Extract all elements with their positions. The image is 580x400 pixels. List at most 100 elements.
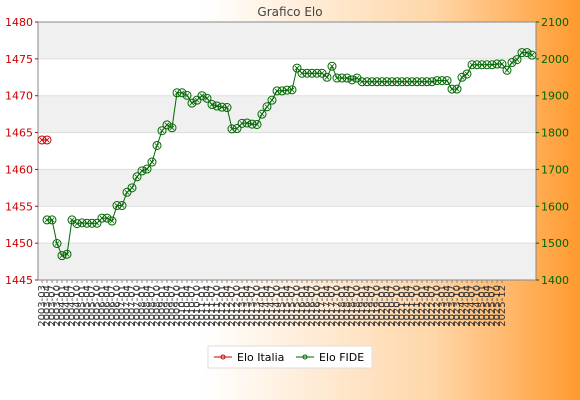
data-point-elo-fide bbox=[117, 201, 127, 211]
x-tick-label: 2013-07 bbox=[247, 285, 258, 327]
y-right-tick-label: 1900 bbox=[541, 90, 569, 103]
data-point-elo-fide bbox=[282, 85, 292, 95]
x-tick-label: 2006-10 bbox=[112, 285, 123, 327]
x-tick-label: 2004-10 bbox=[72, 285, 83, 327]
y-left-tick-label: 1480 bbox=[5, 16, 33, 29]
data-point-elo-fide bbox=[87, 218, 97, 228]
x-tick-label: 2007-01 bbox=[117, 285, 128, 327]
data-point-elo-fide bbox=[392, 77, 402, 87]
data-point-elo-fide bbox=[407, 77, 417, 87]
x-tick-label: 2017-04 bbox=[322, 285, 333, 327]
data-point-elo-fide bbox=[447, 84, 457, 94]
data-point-elo-fide bbox=[52, 239, 62, 249]
x-tick-label: 2018-04 bbox=[342, 285, 353, 327]
x-tick-label: 2025-01 bbox=[477, 285, 488, 327]
data-point-elo-fide bbox=[292, 63, 302, 73]
x-tick-label: 2022-01 bbox=[417, 285, 428, 327]
data-point-elo-fide bbox=[157, 126, 167, 136]
x-tick-label: 2018-10 bbox=[352, 285, 363, 327]
data-point-elo-fide bbox=[332, 73, 342, 83]
legend: Elo Italia Elo FIDE bbox=[207, 345, 373, 369]
data-point-elo-fide bbox=[307, 68, 317, 78]
data-point-elo-fide bbox=[522, 48, 532, 58]
x-tick-label: 2007-04 bbox=[122, 285, 133, 327]
x-tick-label: 2008-04 bbox=[142, 285, 153, 327]
x-tick-label: 2006-01 bbox=[97, 285, 108, 327]
y-right-tick-label: 1400 bbox=[541, 274, 569, 287]
data-point-elo-fide bbox=[477, 60, 487, 70]
data-point-elo-fide bbox=[457, 72, 467, 82]
y-right-tick-label: 1500 bbox=[541, 237, 569, 250]
x-tick-label: 2020-07 bbox=[387, 285, 398, 327]
plot-area bbox=[38, 22, 536, 280]
x-tick-label: 2006-04 bbox=[102, 285, 113, 327]
x-tick-label: 2022-04 bbox=[422, 285, 433, 327]
data-point-mark-elo-fide bbox=[204, 96, 210, 101]
x-tick-label: 2013-04 bbox=[242, 285, 253, 327]
data-point-elo-fide bbox=[337, 73, 347, 83]
legend-marker-elo-italia bbox=[220, 354, 226, 360]
legend-marker-elo-fide bbox=[302, 354, 308, 360]
x-tick-label: 2022-07 bbox=[427, 285, 438, 327]
data-point-elo-fide bbox=[517, 48, 527, 58]
x-tick-label: 2011-07 bbox=[207, 285, 218, 327]
data-point-elo-fide bbox=[217, 102, 227, 112]
data-point-elo-fide bbox=[362, 77, 372, 87]
data-point-mark-elo-fide bbox=[94, 220, 100, 226]
x-tick-label: 2021-07 bbox=[407, 285, 418, 327]
x-tick-label: 2018-01 bbox=[337, 285, 348, 327]
data-point-elo-fide bbox=[417, 77, 427, 87]
x-tick-label: 2024-10 bbox=[472, 285, 483, 327]
y-right-tick-label: 1700 bbox=[541, 163, 569, 176]
x-tick-label: 2022-10 bbox=[432, 285, 443, 327]
x-tick-label: 2023-04 bbox=[442, 285, 453, 327]
data-point-elo-fide bbox=[62, 249, 72, 259]
x-tick-label: 2020-10 bbox=[392, 285, 403, 327]
data-point-elo-fide bbox=[342, 73, 352, 83]
x-tick-label: 2013-10 bbox=[252, 285, 263, 327]
x-tick-label: 2011-10 bbox=[212, 285, 223, 327]
y-left-tick-label: 1460 bbox=[5, 163, 33, 176]
data-point-elo-fide bbox=[502, 65, 512, 75]
x-tick-label: 2014-01 bbox=[257, 285, 268, 327]
data-point-mark-elo-fide bbox=[54, 241, 60, 246]
x-tick-label: 2017-07 bbox=[327, 285, 338, 327]
data-point-elo-fide bbox=[82, 218, 92, 228]
data-point-elo-fide bbox=[302, 68, 312, 78]
data-point-elo-italia bbox=[37, 135, 47, 145]
data-point-mark-elo-fide bbox=[259, 111, 265, 117]
x-tick-label: 2006-07 bbox=[107, 285, 118, 327]
x-tick-label: 2014-10 bbox=[272, 285, 283, 327]
x-tick-label: 2025-12 bbox=[497, 285, 508, 327]
data-point-elo-fide bbox=[187, 98, 197, 108]
data-point-elo-fide bbox=[527, 50, 537, 60]
data-point-elo-fide bbox=[237, 118, 247, 128]
x-tick-label: 2024-07 bbox=[467, 285, 478, 327]
data-point-elo-fide bbox=[167, 123, 177, 133]
x-tick-label: 2015-04 bbox=[282, 285, 293, 327]
x-tick-label: 2009-10 bbox=[172, 285, 183, 327]
data-point-elo-fide bbox=[137, 166, 147, 176]
data-point-elo-fide bbox=[437, 76, 447, 86]
data-point-elo-fide bbox=[47, 215, 57, 225]
data-point-elo-fide bbox=[507, 58, 517, 68]
data-point-mark-elo-fide bbox=[49, 217, 55, 223]
data-point-elo-fide bbox=[387, 77, 397, 87]
y-right-tick-label: 1600 bbox=[541, 200, 569, 213]
x-tick-label: 2005-10 bbox=[92, 285, 103, 327]
data-point-elo-fide bbox=[77, 218, 87, 228]
data-point-mark-elo-fide bbox=[194, 97, 200, 103]
x-tick-label: 2012-10 bbox=[232, 285, 243, 327]
data-point-mark-elo-fide bbox=[154, 143, 160, 148]
data-point-elo-fide bbox=[452, 84, 462, 94]
data-point-mark-elo-fide bbox=[464, 71, 470, 77]
data-point-elo-fide bbox=[382, 77, 392, 87]
data-point-mark-elo-fide bbox=[119, 203, 125, 208]
x-tick-label: 2025-07 bbox=[487, 285, 498, 327]
x-tick-label: 2019-10 bbox=[372, 285, 383, 327]
grid-band bbox=[38, 243, 536, 280]
data-point-elo-fide bbox=[152, 140, 162, 150]
y-left-tick-label: 1465 bbox=[5, 127, 33, 140]
data-point-mark-elo-fide bbox=[504, 68, 510, 73]
